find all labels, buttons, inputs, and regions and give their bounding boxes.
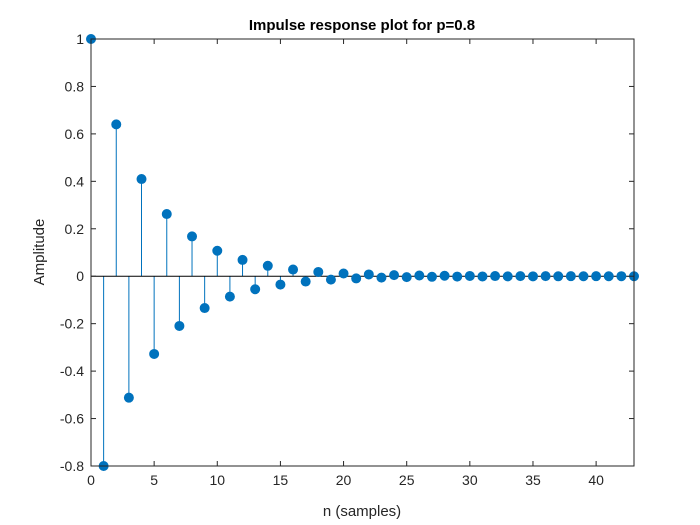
stem-marker: [616, 271, 627, 282]
x-axis-ticks: 0 5 10 15 20 25 30 35 40: [87, 39, 604, 488]
stem-marker: [363, 269, 374, 280]
y-tick-label: -0.6: [60, 411, 84, 427]
stem-marker: [237, 254, 248, 265]
stem-marker: [351, 273, 362, 284]
stem-marker: [275, 279, 286, 290]
y-tick-label: 0.4: [65, 173, 85, 189]
stem-marker: [199, 303, 210, 314]
x-tick-label: 35: [525, 472, 541, 488]
stem-marker: [313, 266, 324, 277]
y-tick-label: -0.2: [60, 316, 84, 332]
x-tick-label: 20: [336, 472, 352, 488]
x-tick-label: 15: [273, 472, 289, 488]
stem-marker: [187, 231, 198, 242]
stem-marker: [578, 271, 589, 282]
y-tick-label: 0.8: [65, 78, 85, 94]
stem-marker: [540, 271, 551, 282]
x-tick-label: 30: [462, 472, 478, 488]
stem-marker: [262, 260, 273, 271]
y-tick-label: -0.8: [60, 458, 84, 474]
stem-marker: [300, 276, 311, 287]
stem-marker: [414, 270, 425, 281]
stem-marker: [464, 270, 475, 281]
stem-marker: [174, 320, 185, 331]
stem-marker: [477, 271, 488, 282]
stem-marker: [376, 272, 387, 283]
y-tick-label: 0.2: [65, 221, 85, 237]
y-axis-ticks: -0.8 -0.6 -0.4 -0.2 0 0.2 0.4 0.6 0.8 1: [60, 31, 634, 474]
stem-marker: [161, 209, 172, 220]
y-tick-label: -0.4: [60, 363, 84, 379]
stem-marker: [603, 271, 614, 282]
x-tick-label: 5: [150, 472, 158, 488]
stem-marker: [288, 264, 299, 275]
stem-marker: [123, 392, 134, 403]
stem-marker: [250, 284, 261, 295]
x-tick-label: 0: [87, 472, 95, 488]
stem-marker: [111, 119, 122, 130]
chart-title: Impulse response plot for p=0.8: [249, 17, 475, 34]
stem-marker: [515, 271, 526, 282]
y-tick-label: 0.6: [65, 126, 85, 142]
plot-frame: [90, 38, 635, 467]
x-tick-label: 10: [209, 472, 225, 488]
stem-marker: [212, 245, 223, 256]
y-tick-label: 1: [76, 31, 84, 47]
x-axis-label: n (samples): [323, 503, 401, 520]
stem-marker: [149, 348, 160, 359]
y-tick-label: 0: [76, 268, 84, 284]
stem-marker: [591, 271, 602, 282]
stem-marker: [565, 271, 576, 282]
x-tick-label: 40: [588, 472, 604, 488]
stem-marker: [502, 271, 513, 282]
stem-marker: [527, 271, 538, 282]
stem-marker: [136, 174, 147, 185]
plot-background: [91, 39, 634, 466]
stem-marker: [439, 270, 450, 281]
stem-marker: [224, 291, 235, 302]
stem-marker: [338, 268, 349, 279]
markers-layer: [86, 34, 639, 471]
stem-marker: [325, 274, 336, 285]
stem-marker: [452, 271, 463, 282]
stem-marker: [401, 272, 412, 283]
x-tick-label: 25: [399, 472, 415, 488]
stem-marker: [426, 271, 437, 282]
y-axis-label: Amplitude: [31, 219, 48, 286]
stem-marker: [553, 271, 564, 282]
stem-marker: [490, 271, 501, 282]
stem-marker: [389, 270, 400, 281]
